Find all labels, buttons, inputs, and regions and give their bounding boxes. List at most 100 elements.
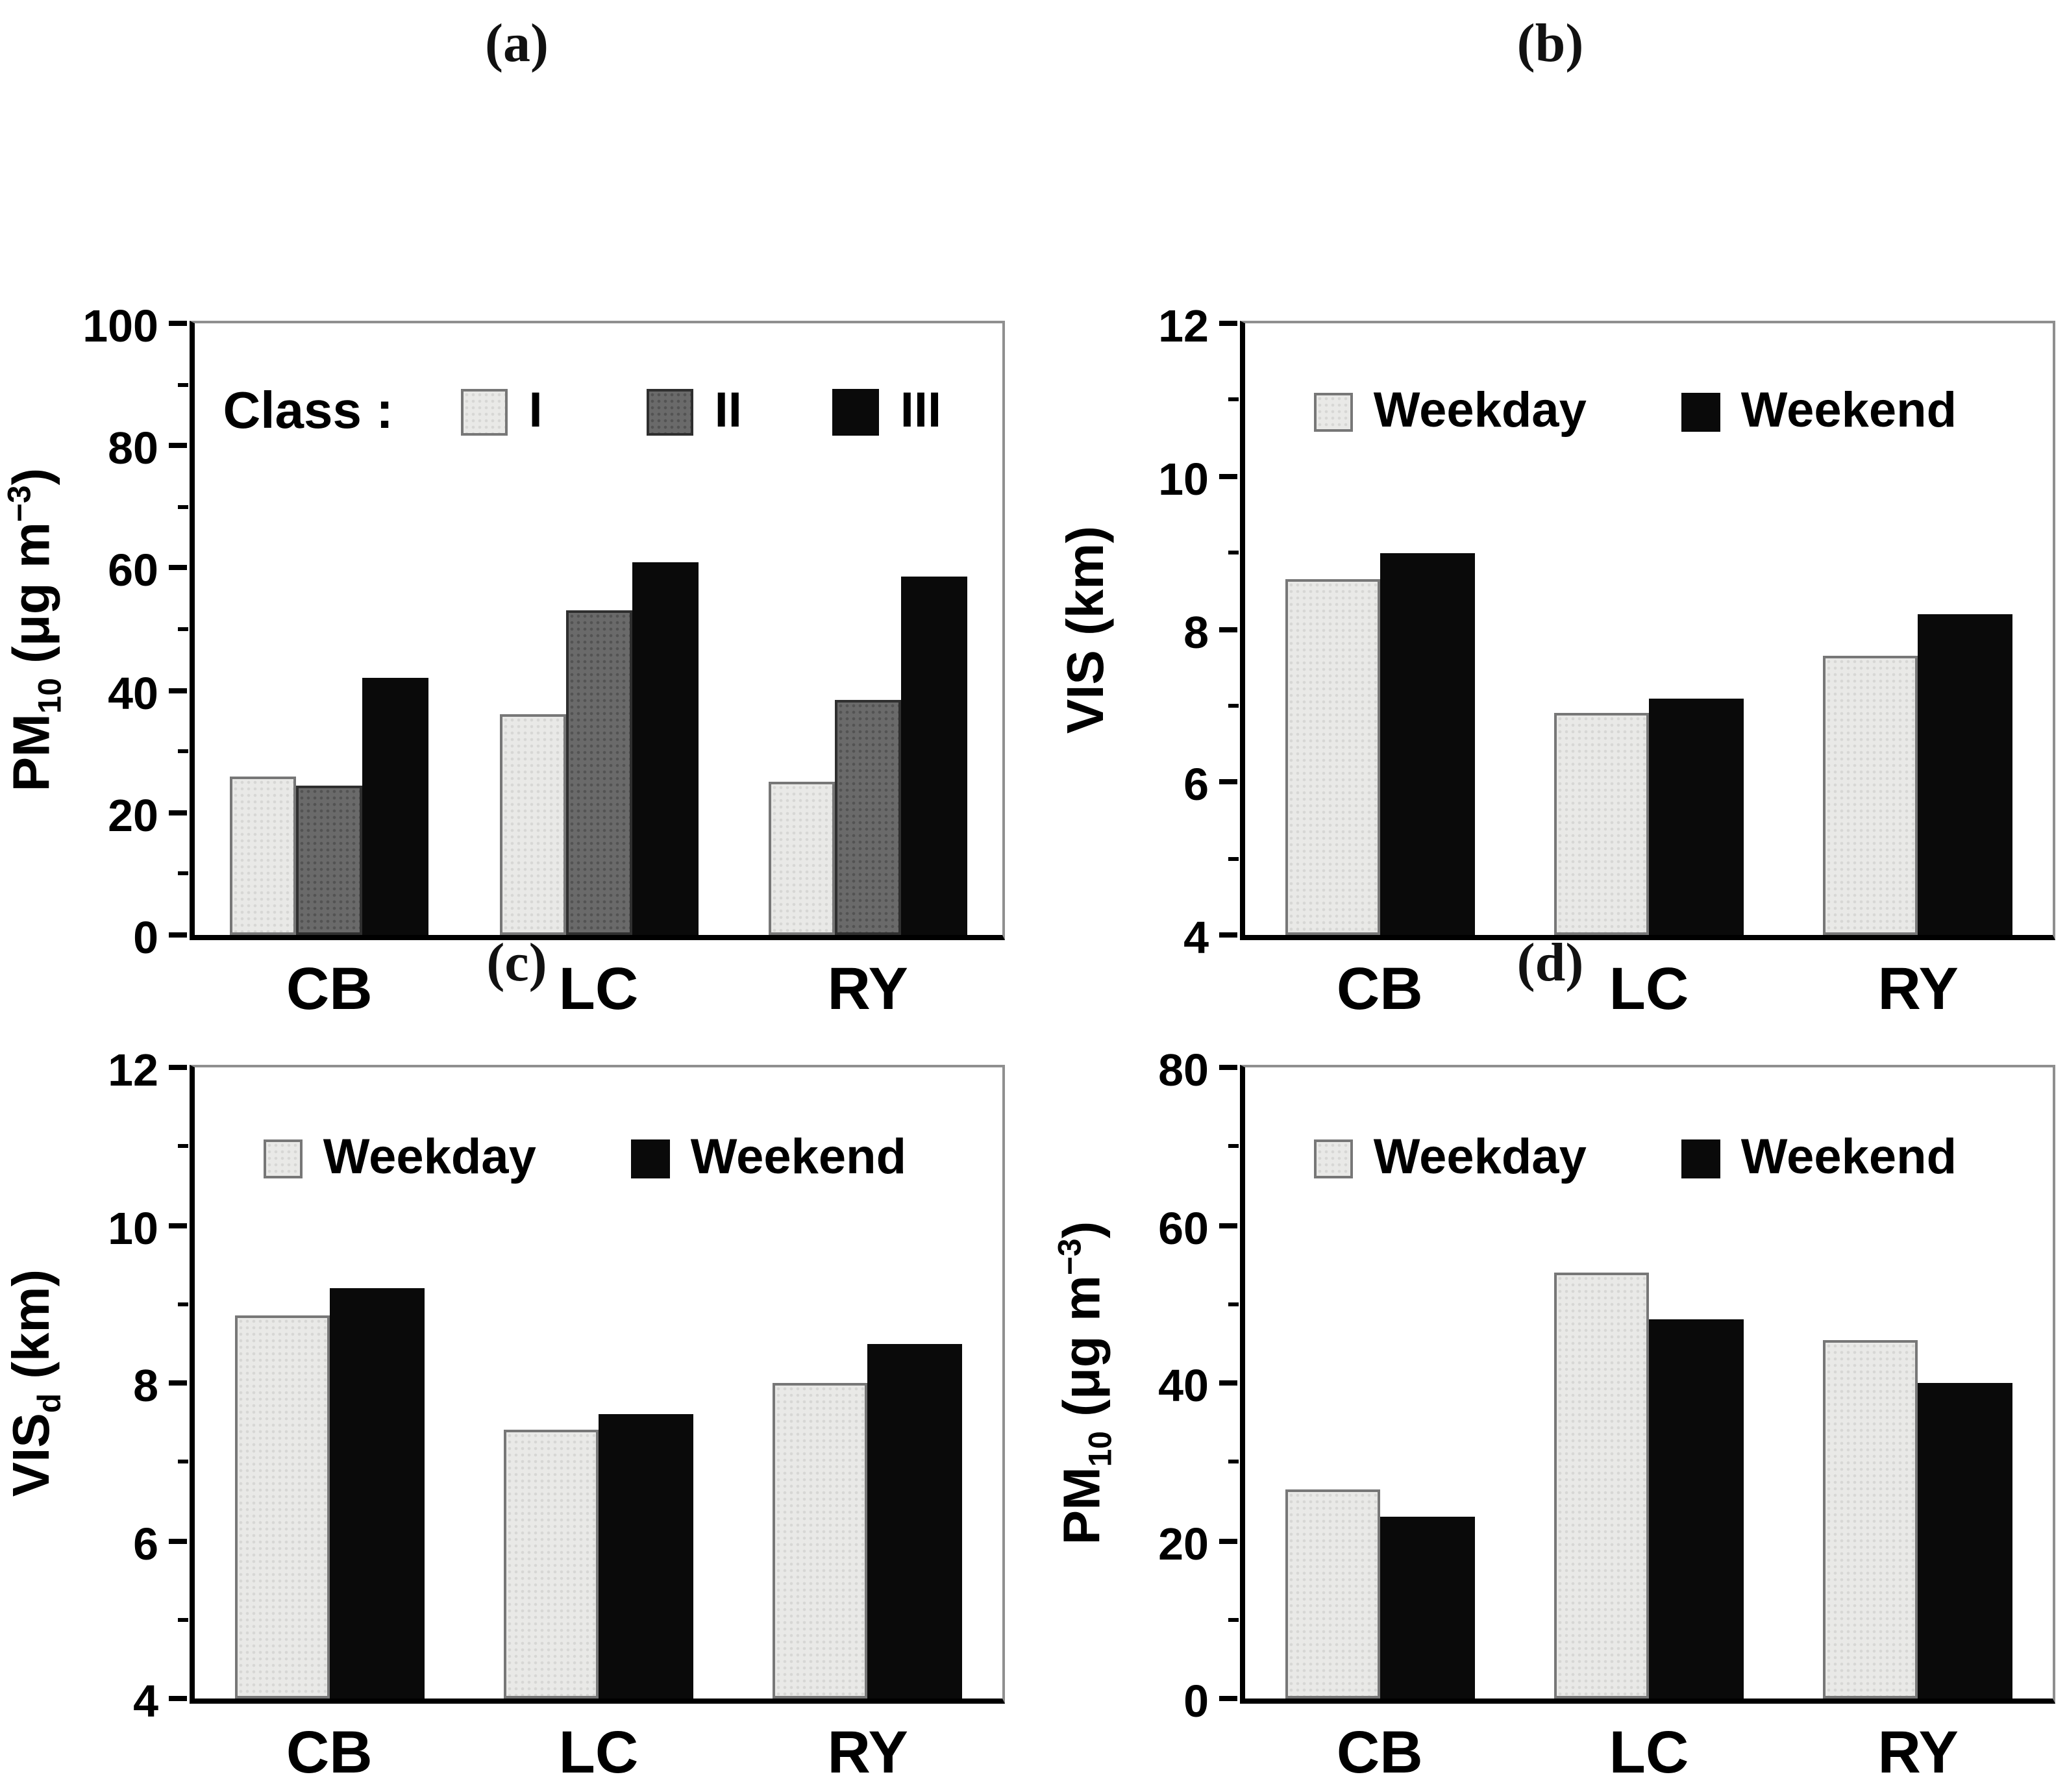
legend-item-d-Weekday: Weekday bbox=[1313, 1131, 1587, 1187]
bar-a-CB-III bbox=[362, 678, 429, 935]
y-major-tick-a bbox=[169, 810, 187, 815]
bar-b-RY-Weekday bbox=[1823, 656, 1918, 935]
bar-d-RY-Weekday bbox=[1823, 1339, 1918, 1699]
y-tick-label-a: 80 bbox=[108, 423, 158, 475]
y-major-tick-c bbox=[169, 1223, 187, 1228]
category-label-a-RY: RY bbox=[827, 954, 908, 1022]
y-minor-tick-b bbox=[1228, 551, 1239, 555]
legend-b: Weekday Weekend bbox=[1245, 384, 2053, 441]
bar-a-RY-II bbox=[834, 699, 901, 935]
category-label-d-LC: LC bbox=[1609, 1718, 1689, 1786]
legend-swatch-Weekend-icon bbox=[1681, 392, 1720, 432]
y-tick-label-a: 40 bbox=[108, 668, 158, 719]
y-major-tick-b bbox=[1219, 779, 1237, 785]
bar-d-RY-Weekend bbox=[1918, 1383, 2013, 1699]
category-label-b-RY: RY bbox=[1877, 954, 1959, 1022]
legend-item-c-Weekend: Weekend bbox=[630, 1131, 906, 1187]
plot-area-c: 4 6 8 10 12 Weekday Weekend bbox=[108, 1048, 1005, 1724]
y-minor-tick-c bbox=[178, 1460, 188, 1464]
y-tick-label-b: 8 bbox=[1183, 607, 1209, 658]
category-label-c-RY: RY bbox=[827, 1718, 908, 1786]
legend-swatch-Weekday-icon bbox=[1313, 1139, 1353, 1178]
legend-prefix-a: Class : bbox=[223, 382, 393, 440]
plot-area-d: 0 20 40 60 80 Weekday Weekend bbox=[1158, 1048, 2055, 1724]
y-minor-tick-c bbox=[178, 1617, 188, 1622]
legend-d: Weekday Weekend bbox=[1245, 1130, 2053, 1188]
category-label-b-LC: LC bbox=[1609, 954, 1689, 1022]
category-label-a-LC: LC bbox=[558, 954, 639, 1022]
legend-swatch-Weekend-icon bbox=[630, 1139, 670, 1178]
y-minor-tick-d bbox=[1228, 1617, 1239, 1622]
legend-item-a-III: III bbox=[832, 384, 942, 440]
y-minor-tick-b bbox=[1228, 397, 1239, 402]
legend-label-d-Weekend: Weekend bbox=[1740, 1130, 1957, 1186]
y-major-tick-d bbox=[1219, 1696, 1237, 1701]
legend-swatch-Weekday-icon bbox=[1313, 392, 1353, 432]
bar-c-CB-Weekday bbox=[234, 1315, 330, 1699]
bar-a-CB-II bbox=[296, 785, 363, 935]
panel-d-letter: (d) bbox=[1516, 934, 1584, 993]
legend-item-b-Weekend: Weekend bbox=[1681, 384, 1957, 440]
bar-d-LC-Weekday bbox=[1554, 1272, 1649, 1699]
bar-c-LC-Weekend bbox=[599, 1414, 693, 1699]
y-minor-tick-a bbox=[178, 871, 188, 876]
y-major-tick-b bbox=[1219, 627, 1237, 632]
legend-label-b-Weekend: Weekend bbox=[1740, 384, 1957, 439]
legend-item-d-Weekend: Weekend bbox=[1681, 1131, 1957, 1187]
legend-item-a-I: I bbox=[461, 384, 543, 440]
plot-area-a: 0 20 40 60 80 100 Class : I II III bbox=[82, 304, 1005, 961]
legend-label-b-Weekday: Weekday bbox=[1373, 384, 1587, 439]
y-tick-label-b: 10 bbox=[1158, 454, 1209, 505]
legend-item-b-Weekday: Weekday bbox=[1313, 384, 1587, 440]
category-label-d-RY: RY bbox=[1877, 1718, 1959, 1786]
legend-label-a-III: III bbox=[900, 384, 942, 439]
legend-c: Weekday Weekend bbox=[195, 1130, 1002, 1188]
category-label-c-CB: CB bbox=[286, 1718, 373, 1786]
legend-swatch-Weekday-icon bbox=[263, 1139, 303, 1178]
category-label-b-CB: CB bbox=[1336, 954, 1423, 1022]
y-tick-label-a: 20 bbox=[108, 790, 158, 841]
bar-d-CB-Weekend bbox=[1380, 1517, 1475, 1699]
legend-swatch-Weekend-icon bbox=[1681, 1139, 1720, 1178]
bar-a-RY-III bbox=[900, 577, 967, 935]
category-label-a-CB: CB bbox=[286, 954, 373, 1022]
legend-label-a-II: II bbox=[714, 384, 742, 439]
bar-b-RY-Weekend bbox=[1918, 614, 2013, 935]
y-tick-label-a: 60 bbox=[108, 545, 158, 597]
legend-item-a-II: II bbox=[647, 384, 742, 440]
bar-a-LC-III bbox=[632, 562, 698, 935]
y-minor-tick-b bbox=[1228, 856, 1239, 861]
legend-swatch-I-icon bbox=[461, 388, 508, 436]
category-label-c-LC: LC bbox=[558, 1718, 639, 1786]
y-minor-tick-a bbox=[178, 627, 188, 631]
bar-c-CB-Weekend bbox=[329, 1288, 425, 1699]
legend-swatch-II-icon bbox=[647, 388, 694, 436]
y-tick-label-c: 6 bbox=[133, 1519, 158, 1569]
y-major-tick-d bbox=[1219, 1538, 1237, 1543]
panel-c-letter: (c) bbox=[486, 934, 547, 993]
y-tick-label-c: 8 bbox=[133, 1361, 158, 1412]
y-minor-tick-d bbox=[1228, 1302, 1239, 1306]
y-tick-label-d: 20 bbox=[1158, 1519, 1209, 1569]
y-tick-label-a: 0 bbox=[133, 913, 158, 964]
y-tick-label-d: 80 bbox=[1158, 1045, 1209, 1096]
y-minor-tick-a bbox=[178, 382, 188, 387]
category-label-d-CB: CB bbox=[1336, 1718, 1423, 1786]
y-tick-label-b: 4 bbox=[1183, 913, 1209, 964]
bar-b-CB-Weekend bbox=[1380, 553, 1475, 935]
y-major-tick-b bbox=[1219, 321, 1237, 326]
y-major-tick-d bbox=[1219, 1065, 1237, 1070]
y-major-tick-a bbox=[169, 688, 187, 693]
y-major-tick-c bbox=[169, 1538, 187, 1543]
legend-item-c-Weekday: Weekday bbox=[263, 1131, 536, 1187]
y-major-tick-a bbox=[169, 321, 187, 326]
y-major-tick-c bbox=[169, 1065, 187, 1070]
y-major-tick-d bbox=[1219, 1223, 1237, 1228]
y-major-tick-c bbox=[169, 1380, 187, 1386]
bar-c-RY-Weekend bbox=[867, 1343, 963, 1699]
y-minor-tick-a bbox=[178, 504, 188, 509]
y-major-tick-a bbox=[169, 565, 187, 571]
legend-label-a-I: I bbox=[528, 384, 543, 439]
